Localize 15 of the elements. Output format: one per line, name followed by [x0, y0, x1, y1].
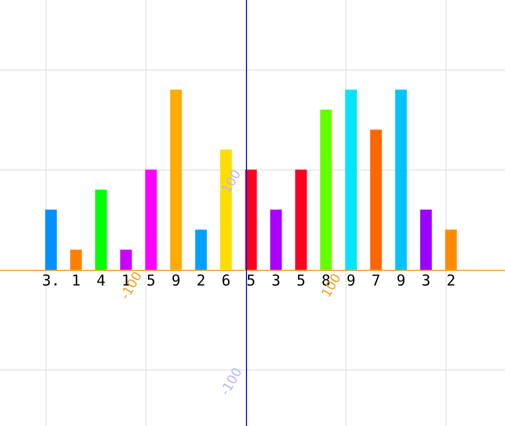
annotation: 1: [71, 271, 81, 290]
annotation: 5: [296, 271, 306, 290]
annotation: 3.: [42, 271, 60, 290]
annotation: 5: [246, 271, 256, 290]
annotation: 5: [146, 271, 156, 290]
annotation: 3: [271, 271, 281, 290]
annotation: 2: [446, 271, 456, 290]
annotation: 2: [196, 271, 206, 290]
annotation: 3: [421, 271, 431, 290]
annotation: 6: [221, 271, 231, 290]
annotation: 9: [346, 271, 356, 290]
annotation: 9: [171, 271, 181, 290]
annotation: 7: [371, 271, 381, 290]
annotation: 9: [396, 271, 406, 290]
annotation: 4: [96, 271, 106, 290]
